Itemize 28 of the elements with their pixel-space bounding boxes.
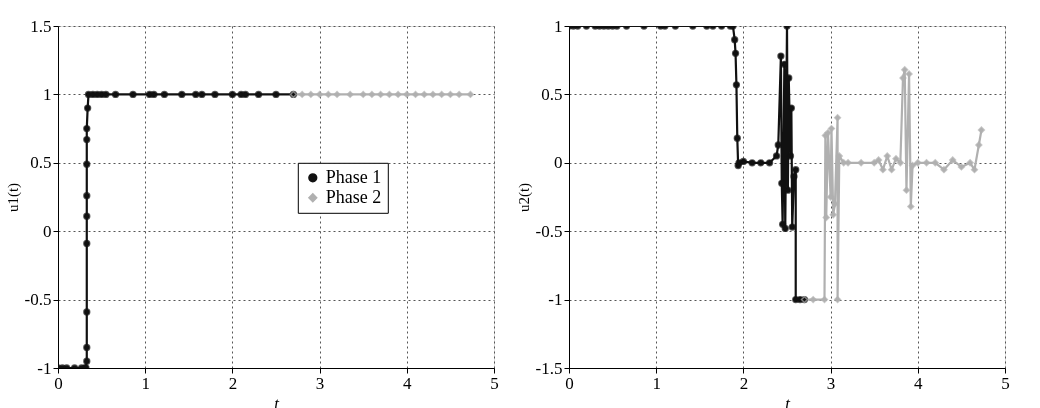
y-tick-label: -1 (37, 358, 52, 378)
x-tick-label: 4 (914, 373, 924, 393)
y-tick-label: -1 (548, 290, 563, 310)
y-tick-label: 0.5 (541, 84, 563, 104)
x-tick-label: 1 (652, 373, 661, 393)
x-tick-label: 3 (315, 373, 325, 393)
legend-label: Phase 1 (325, 166, 382, 187)
y-tick-label: -1.5 (535, 358, 563, 378)
y-tick-label: 1 (43, 84, 52, 104)
y-tick-label: 1.5 (30, 16, 52, 36)
y-axis-title: u1(t) (4, 182, 22, 213)
x-axis-title: t (274, 393, 281, 408)
x-tick-label: 4 (403, 373, 413, 393)
y-axis-title: u2(t) (515, 182, 533, 213)
x-tick-label: 5 (1001, 373, 1010, 393)
x-tick-label: 2 (228, 373, 238, 393)
x-tick-label: 5 (490, 373, 499, 393)
y-tick-label: 1 (554, 16, 563, 36)
x-tick-label: 2 (739, 373, 749, 393)
x-axis-title: t (785, 393, 792, 408)
legend-label: Phase 2 (325, 186, 382, 207)
y-tick-label: 0.5 (30, 153, 52, 173)
y-tick-label: 0 (43, 221, 52, 241)
y-tick-label: -0.5 (535, 221, 563, 241)
x-tick-label: 1 (141, 373, 150, 393)
y-tick-label: 0 (554, 153, 563, 173)
y-tick-label: -0.5 (24, 290, 52, 310)
x-tick-label: 3 (826, 373, 836, 393)
